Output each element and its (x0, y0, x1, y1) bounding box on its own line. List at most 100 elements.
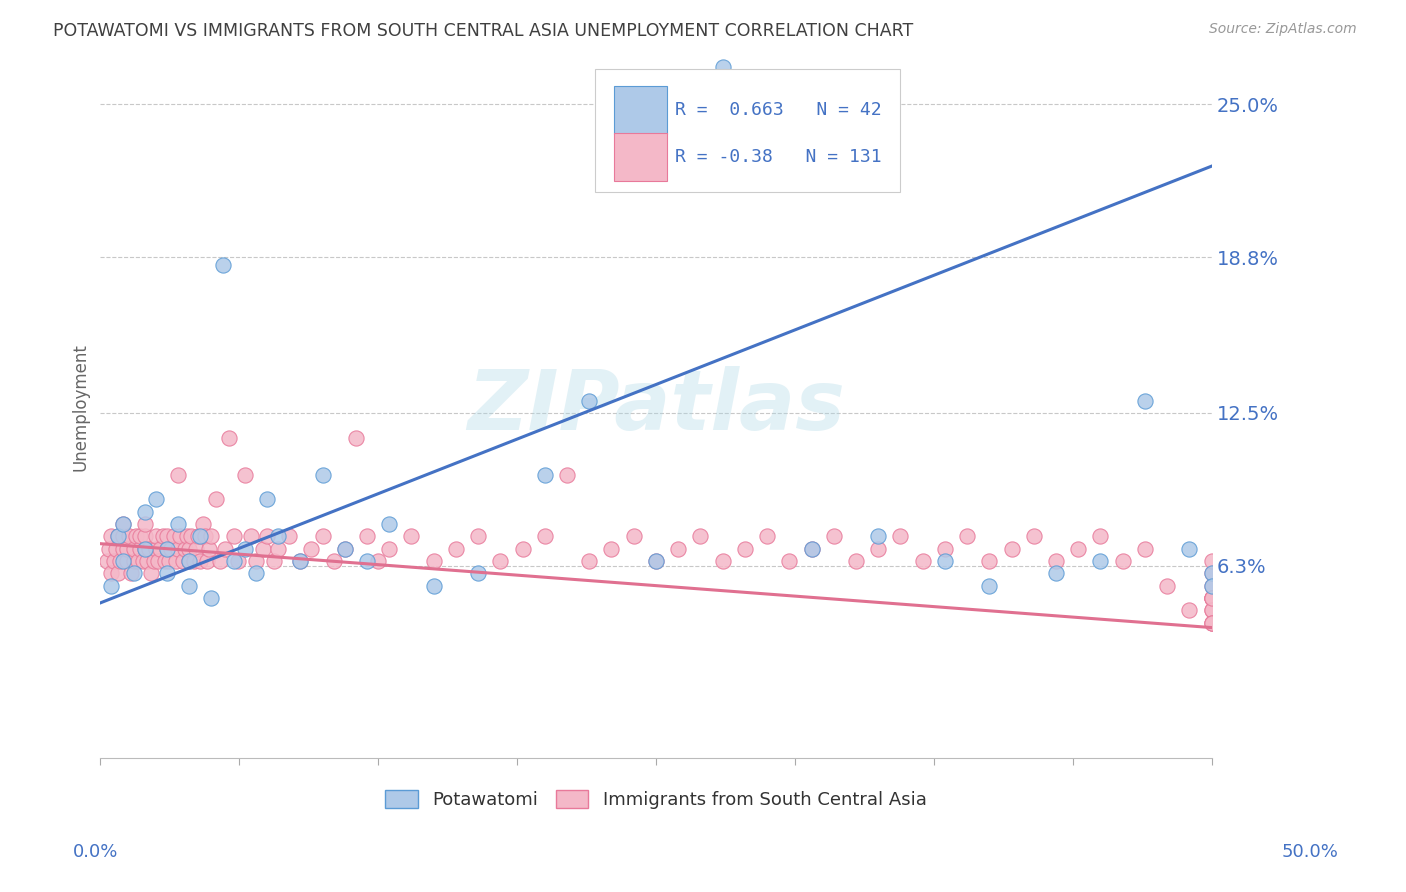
Point (1045, 554, 1067, 568)
Point (245, 554, 267, 568)
Point (533, 467, 555, 482)
Point (157, 554, 180, 568)
Text: POTAWATOMI VS IMMIGRANTS FROM SOUTH CENTRAL ASIA UNEMPLOYMENT CORRELATION CHART: POTAWATOMI VS IMMIGRANTS FROM SOUTH CENT… (53, 22, 914, 40)
Point (134, 505, 156, 519)
Point (153, 554, 176, 568)
Point (138, 541, 160, 556)
Point (256, 492, 278, 507)
Point (191, 516, 214, 531)
Point (111, 516, 134, 531)
Point (122, 566, 145, 581)
Point (278, 529, 301, 543)
Point (1178, 541, 1201, 556)
Point (141, 566, 163, 581)
Point (934, 554, 956, 568)
Point (711, 61, 734, 75)
Point (179, 579, 201, 593)
Point (149, 541, 172, 556)
Point (467, 529, 489, 543)
Point (979, 554, 1001, 568)
Point (444, 541, 467, 556)
Point (756, 529, 779, 543)
Point (127, 554, 149, 568)
Text: R =  0.663   N = 42: R = 0.663 N = 42 (675, 101, 882, 119)
Point (356, 529, 378, 543)
FancyBboxPatch shape (613, 133, 666, 181)
Point (146, 554, 169, 568)
Point (167, 467, 190, 482)
Point (267, 529, 290, 543)
Point (176, 529, 198, 543)
Point (823, 529, 845, 543)
Text: 50.0%: 50.0% (1282, 843, 1339, 861)
Point (378, 516, 401, 531)
Point (233, 541, 256, 556)
Point (134, 529, 156, 543)
Point (1201, 615, 1223, 630)
Point (98, 541, 121, 556)
Point (911, 554, 934, 568)
Point (240, 529, 263, 543)
Point (1201, 591, 1223, 605)
Point (121, 566, 143, 581)
Point (1090, 554, 1112, 568)
Point (333, 541, 356, 556)
Point (163, 529, 186, 543)
Point (173, 541, 195, 556)
Point (190, 554, 212, 568)
Point (200, 591, 222, 605)
Point (115, 541, 138, 556)
Point (1178, 603, 1201, 617)
Point (122, 554, 145, 568)
Point (129, 529, 152, 543)
Point (1201, 603, 1223, 617)
Point (245, 566, 267, 581)
Point (145, 492, 167, 507)
Point (156, 566, 179, 581)
Point (107, 566, 129, 581)
FancyBboxPatch shape (613, 87, 666, 134)
Text: R = -0.38   N = 131: R = -0.38 N = 131 (675, 148, 882, 166)
Point (645, 554, 668, 568)
Point (800, 541, 823, 556)
Point (290, 554, 312, 568)
Point (152, 529, 174, 543)
Point (100, 566, 122, 581)
Point (256, 529, 278, 543)
Point (1201, 615, 1223, 630)
Point (344, 431, 367, 445)
Point (187, 529, 209, 543)
Point (205, 492, 228, 507)
Point (211, 258, 233, 272)
Point (367, 554, 389, 568)
Point (800, 541, 823, 556)
Point (311, 529, 333, 543)
Point (1133, 393, 1156, 408)
Point (96, 554, 118, 568)
Point (666, 541, 689, 556)
Point (1111, 554, 1133, 568)
Point (167, 541, 190, 556)
Point (103, 554, 125, 568)
Point (110, 554, 132, 568)
Point (233, 467, 256, 482)
Point (214, 541, 236, 556)
Point (222, 529, 245, 543)
Point (222, 554, 245, 568)
Point (311, 467, 333, 482)
Point (956, 529, 979, 543)
Point (179, 554, 201, 568)
Point (263, 554, 285, 568)
Text: ZIPatlas: ZIPatlas (467, 367, 845, 447)
Point (160, 541, 183, 556)
Point (111, 516, 134, 531)
Point (111, 554, 134, 568)
Point (1201, 566, 1223, 581)
Point (1201, 591, 1223, 605)
Point (100, 529, 122, 543)
Point (184, 541, 207, 556)
Point (179, 541, 201, 556)
Point (145, 541, 167, 556)
Point (356, 554, 378, 568)
Point (1156, 579, 1178, 593)
